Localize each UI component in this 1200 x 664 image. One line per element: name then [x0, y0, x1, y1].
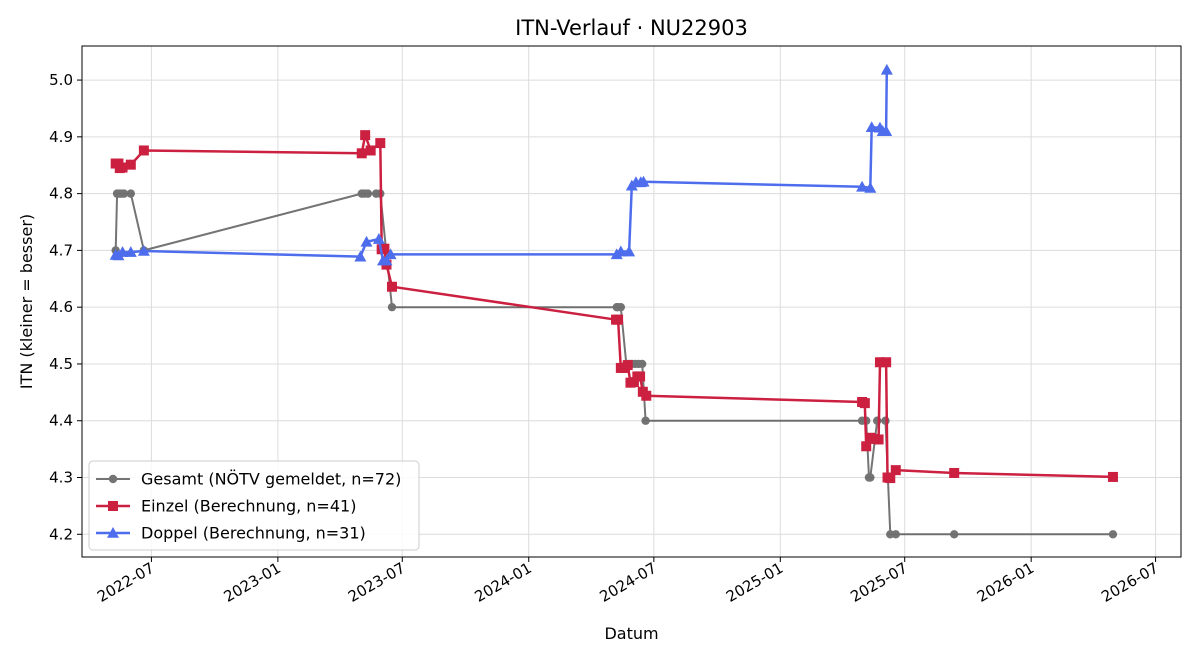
doppel-point	[354, 250, 367, 262]
gesamt-point	[949, 530, 959, 539]
legend-entry: Einzel (Berechnung, n=41)	[96, 497, 356, 516]
einzel-point	[613, 314, 624, 325]
einzel-point	[874, 357, 885, 368]
series-layer	[109, 63, 1118, 539]
y-tick-label: 4.5	[49, 355, 73, 373]
legend: Gesamt (NÖTV gemeldet, n=72) Einzel (Bere…	[88, 460, 420, 551]
y-tick-label: 4.2	[49, 525, 73, 543]
legend-box	[88, 460, 420, 551]
einzel-point	[949, 467, 960, 478]
series-3	[109, 63, 893, 266]
einzel-point	[628, 377, 639, 388]
chart-title: ITN-Verlauf · NU22903	[515, 16, 748, 40]
einzel-point	[861, 441, 872, 452]
gesamt-point	[637, 359, 647, 369]
einzel-point	[117, 162, 128, 173]
doppel-point	[614, 245, 627, 257]
gesamt-point	[126, 189, 135, 198]
doppel-point	[384, 248, 397, 260]
gesamt-point	[119, 189, 129, 198]
y-tick-label: 4.6	[49, 298, 73, 316]
legend-marker	[108, 474, 118, 484]
einzel-point	[375, 138, 386, 149]
einzel-point	[885, 473, 896, 484]
doppel-point	[856, 180, 869, 192]
einzel-point	[379, 243, 390, 254]
einzel-point	[873, 434, 884, 445]
legend-marker	[108, 501, 118, 511]
gesamt-point	[891, 530, 900, 539]
einzel-point	[881, 357, 892, 368]
einzel-point	[1107, 471, 1118, 482]
einzel-point	[868, 433, 879, 444]
doppel-point	[865, 121, 878, 132]
doppel-point	[380, 254, 393, 266]
doppel-point	[623, 245, 636, 257]
y-tick-label: 5.0	[49, 71, 73, 89]
doppel-point	[137, 244, 150, 256]
doppel-point	[864, 181, 877, 193]
doppel-point	[116, 246, 129, 257]
einzel-point	[641, 390, 652, 401]
gesamt-point	[881, 416, 890, 425]
y-tick-label: 4.8	[49, 185, 73, 203]
y-axis-label: ITN (kleiner = besser)	[17, 214, 36, 389]
gesamt-point	[387, 302, 397, 312]
legend-entry: Doppel (Berechnung, n=31)	[96, 524, 366, 543]
gesamt-point	[616, 302, 626, 312]
legend-swatch	[96, 474, 130, 484]
einzel-point	[138, 145, 149, 156]
gesamt-point	[363, 189, 373, 198]
doppel-point	[124, 246, 137, 257]
gesamt-point	[641, 416, 650, 425]
legend-label: Gesamt (NÖTV gemeldet, n=72)	[141, 470, 401, 489]
einzel-point	[890, 465, 901, 476]
einzel-point	[635, 371, 646, 382]
legend-swatch	[96, 527, 130, 538]
y-tick-label: 4.3	[49, 469, 73, 487]
y-tick-label: 4.7	[49, 241, 73, 259]
einzel-point	[622, 360, 633, 371]
legend-swatch	[96, 501, 130, 511]
doppel-point	[880, 125, 893, 136]
doppel-point	[637, 175, 650, 187]
einzel-point	[386, 281, 397, 292]
einzel-point	[360, 130, 371, 141]
x-axis-label: Datum	[604, 624, 658, 643]
legend-label: Einzel (Berechnung, n=41)	[141, 497, 356, 516]
y-tick-label: 4.9	[49, 128, 73, 146]
einzel-point	[125, 159, 136, 170]
gesamt-point	[1108, 530, 1118, 539]
doppel-point	[880, 63, 893, 75]
legend-marker	[107, 527, 119, 538]
legend-label: Doppel (Berechnung, n=31)	[141, 524, 366, 543]
einzel-point	[365, 145, 376, 156]
plot-frame	[81, 45, 1182, 558]
y-tick-label: 4.4	[49, 412, 73, 430]
legend-entry: Gesamt (NÖTV gemeldet, n=72)	[96, 470, 401, 489]
einzel-point	[356, 148, 367, 159]
doppel-point	[372, 233, 385, 244]
doppel-point	[360, 235, 373, 247]
einzel-point	[859, 398, 870, 409]
gesamt-point	[866, 473, 875, 482]
